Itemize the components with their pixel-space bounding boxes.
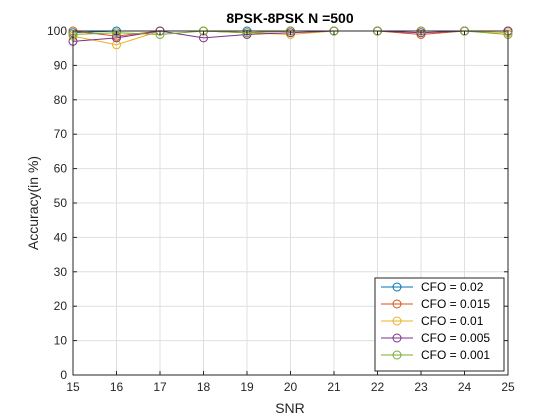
y-tick-label: 40 [54,230,68,244]
legend-marker [392,282,402,292]
x-axis-label: SNR [275,400,305,416]
x-tick-label: 16 [110,380,124,394]
y-tick-label: 90 [54,58,68,72]
data-point [112,40,121,50]
legend-item[interactable]: CFO = 0.01 [381,314,484,328]
x-tick-label: 19 [240,380,254,394]
data-point [155,29,165,39]
data-point [112,28,121,38]
data-point [242,28,252,38]
legend[interactable]: CFO = 0.02 CFO = 0.015 CFO = 0.01 CFO = 0.0… [374,277,505,372]
x-tick-label: 15 [66,380,80,394]
ticks: 15 16 17 18 19 20 21 22 23 24 25 0 10 20 30 40 50 60 70 80 9… [47,24,515,394]
chart-title: 8PSK-8PSK N =500 [226,10,353,26]
x-tick-label: 17 [153,380,167,394]
legend-label: CFO = 0.005 [421,331,490,345]
legend-label: CFO = 0.001 [421,348,490,362]
y-tick-label: 70 [54,127,68,141]
legend-marker [392,316,402,326]
y-axis-label: Accuracy(in %) [25,156,41,250]
y-tick-label: 30 [54,265,68,279]
legend-item[interactable]: CFO = 0.02 [381,280,484,294]
x-tick-label: 24 [458,380,472,394]
legend-label: CFO = 0.02 [421,280,484,294]
y-tick-label: 0 [60,368,67,382]
legend-label: CFO = 0.01 [421,314,484,328]
x-tick-label: 20 [284,380,298,394]
y-tick-label: 20 [54,299,68,313]
y-tick-label: 100 [47,24,67,38]
x-tick-label: 22 [371,380,385,394]
x-tick-label: 21 [327,380,341,394]
y-tick-label: 80 [54,93,68,107]
legend-label: CFO = 0.015 [421,297,490,311]
legend-marker [392,299,402,309]
legend-item[interactable]: CFO = 0.001 [381,348,490,362]
legend-marker [392,350,402,360]
y-tick-label: 60 [54,162,68,176]
x-tick-label: 18 [197,380,211,394]
y-tick-label: 10 [54,334,68,348]
y-tick-label: 50 [54,196,68,210]
legend-marker [392,333,402,343]
x-tick-label: 23 [414,380,428,394]
legend-item[interactable]: CFO = 0.005 [381,331,490,345]
legend-item[interactable]: CFO = 0.015 [381,297,490,311]
x-tick-label: 25 [501,380,515,394]
